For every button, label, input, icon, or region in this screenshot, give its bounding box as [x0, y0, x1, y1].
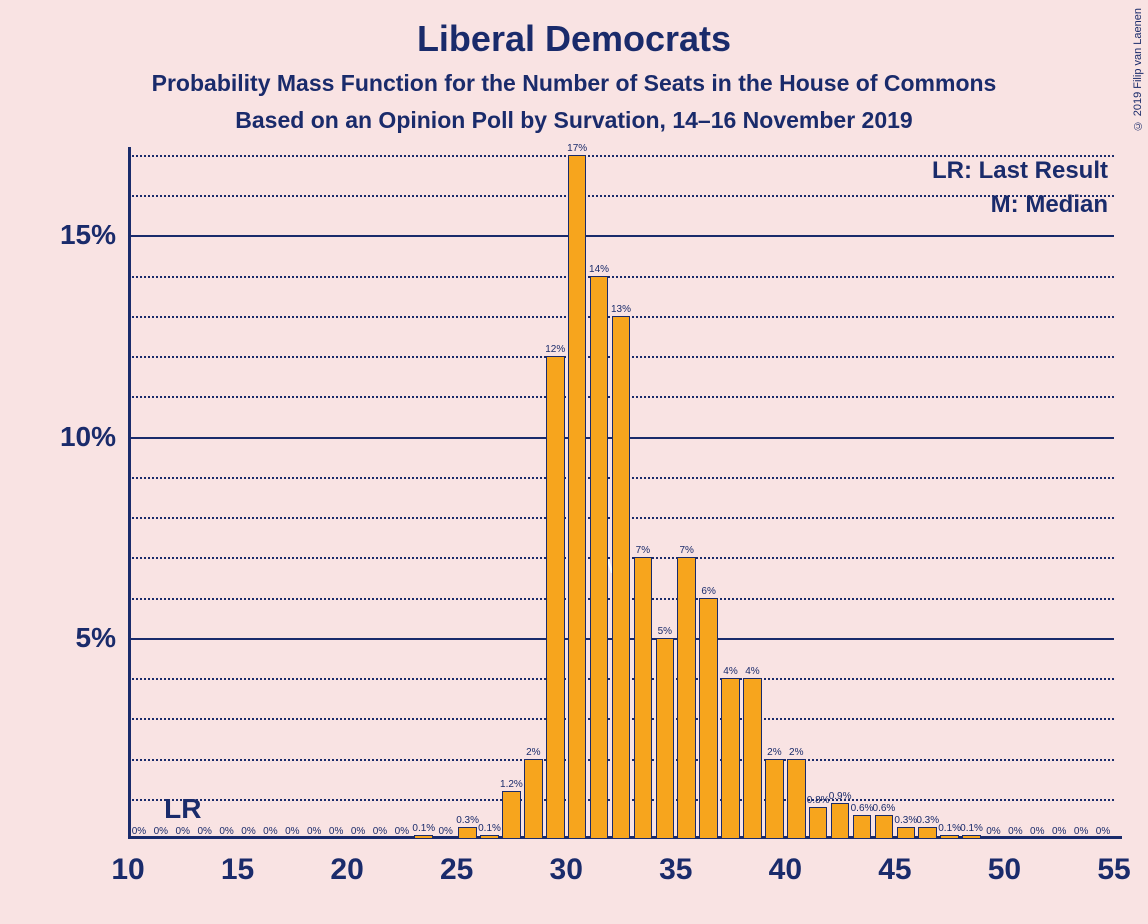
bar: 6%: [699, 598, 718, 839]
bar-value-label: 0%: [986, 826, 1000, 839]
bar-value-label: 17%: [567, 143, 587, 156]
bar-value-label: 7%: [679, 545, 693, 558]
gridline-minor: [128, 276, 1114, 278]
bar-value-label: 4%: [745, 666, 759, 679]
bar-value-label: 0.6%: [851, 803, 874, 816]
bar: 0.1%: [480, 835, 499, 839]
chart-subtitle-1: Probability Mass Function for the Number…: [0, 70, 1148, 97]
x-tick-label: 20: [330, 839, 363, 887]
bar: 0.3%: [458, 827, 477, 839]
x-tick-label: 15: [221, 839, 254, 887]
bar: 12%: [546, 356, 565, 839]
bar-value-label: 13%: [611, 304, 631, 317]
chart-subtitle-2: Based on an Opinion Poll by Survation, 1…: [0, 107, 1148, 134]
bar: 1.2%: [502, 791, 521, 839]
x-tick-label: 40: [769, 839, 802, 887]
bar-value-label: 0.3%: [456, 815, 479, 828]
bar: 0.8%: [809, 807, 828, 839]
y-tick-label: 5%: [76, 622, 128, 654]
bar-value-label: 0.1%: [938, 823, 961, 836]
bar-value-label: 0%: [132, 826, 146, 839]
bar: 7%: [634, 557, 653, 839]
bar-value-label: 0%: [329, 826, 343, 839]
bar-value-label: 2%: [789, 747, 803, 760]
chart-plot-area: LR: Last Result M: Median LR M 5%10%15%1…: [128, 155, 1114, 839]
bar-value-label: 0%: [154, 826, 168, 839]
bar-value-label: 0%: [1052, 826, 1066, 839]
copyright-text: © 2019 Filip van Laenen: [1132, 8, 1144, 131]
bar: 0.1%: [962, 835, 981, 839]
bar: 14%: [590, 276, 609, 839]
bar: 2%: [787, 759, 806, 839]
bar: 0.6%: [875, 815, 894, 839]
x-tick-label: 35: [659, 839, 692, 887]
bar-value-label: 7%: [636, 545, 650, 558]
bar-value-label: 0.6%: [873, 803, 896, 816]
bar-value-label: 0%: [285, 826, 299, 839]
bar-value-label: 0.1%: [412, 823, 435, 836]
y-tick-label: 10%: [60, 421, 128, 453]
bar-value-label: 6%: [701, 586, 715, 599]
bar-value-label: 0.8%: [807, 795, 830, 808]
bar: 0.3%: [918, 827, 937, 839]
bar-value-label: 14%: [589, 264, 609, 277]
bar-value-label: 0%: [219, 826, 233, 839]
bar: 0.6%: [853, 815, 872, 839]
bar-value-label: 2%: [526, 747, 540, 760]
bar: 2%: [524, 759, 543, 839]
bar-value-label: 0%: [307, 826, 321, 839]
bar: 17%: [568, 155, 587, 839]
bar-value-label: 12%: [545, 344, 565, 357]
bar-value-label: 0%: [1074, 826, 1088, 839]
bar-value-label: 0.3%: [916, 815, 939, 828]
bar-value-label: 0%: [438, 826, 452, 839]
bar: 5%: [656, 638, 675, 839]
gridline-major: [128, 235, 1114, 237]
x-tick-label: 55: [1097, 839, 1130, 887]
legend: LR: Last Result M: Median: [932, 157, 1108, 219]
bar-value-label: 0%: [241, 826, 255, 839]
bar: 0.9%: [831, 803, 850, 839]
bar-value-label: 0%: [176, 826, 190, 839]
bar: 7%: [677, 557, 696, 839]
x-tick-label: 45: [878, 839, 911, 887]
bar: 0.3%: [897, 827, 916, 839]
chart-title: Liberal Democrats: [0, 18, 1148, 60]
x-tick-label: 50: [988, 839, 1021, 887]
gridline-minor: [128, 195, 1114, 197]
bar-value-label: 0.1%: [960, 823, 983, 836]
x-tick-label: 25: [440, 839, 473, 887]
gridline-minor: [128, 155, 1114, 157]
bar-value-label: 0%: [1030, 826, 1044, 839]
bar-value-label: 0%: [263, 826, 277, 839]
y-axis-line: [128, 147, 131, 839]
bar-value-label: 0.1%: [478, 823, 501, 836]
bar-value-label: 0%: [373, 826, 387, 839]
bar-value-label: 0.3%: [894, 815, 917, 828]
bar: 0.1%: [414, 835, 433, 839]
bar: 4%: [743, 678, 762, 839]
x-tick-label: 30: [550, 839, 583, 887]
bar: 4%: [721, 678, 740, 839]
bar-value-label: 0%: [1096, 826, 1110, 839]
bar-value-label: 5%: [658, 626, 672, 639]
titles-block: Liberal Democrats Probability Mass Funct…: [0, 0, 1148, 134]
bar: 0.1%: [940, 835, 959, 839]
bar: 13%: [612, 316, 631, 839]
bar-value-label: 0.9%: [829, 791, 852, 804]
bar-value-label: 4%: [723, 666, 737, 679]
x-tick-label: 10: [111, 839, 144, 887]
bar-value-label: 0%: [197, 826, 211, 839]
bar: 2%: [765, 759, 784, 839]
bar-value-label: 2%: [767, 747, 781, 760]
bar-value-label: 0%: [351, 826, 365, 839]
y-tick-label: 15%: [60, 219, 128, 251]
bar-value-label: 0%: [395, 826, 409, 839]
bar-value-label: 1.2%: [500, 779, 523, 792]
bar-value-label: 0%: [1008, 826, 1022, 839]
legend-lr: LR: Last Result: [932, 157, 1108, 185]
